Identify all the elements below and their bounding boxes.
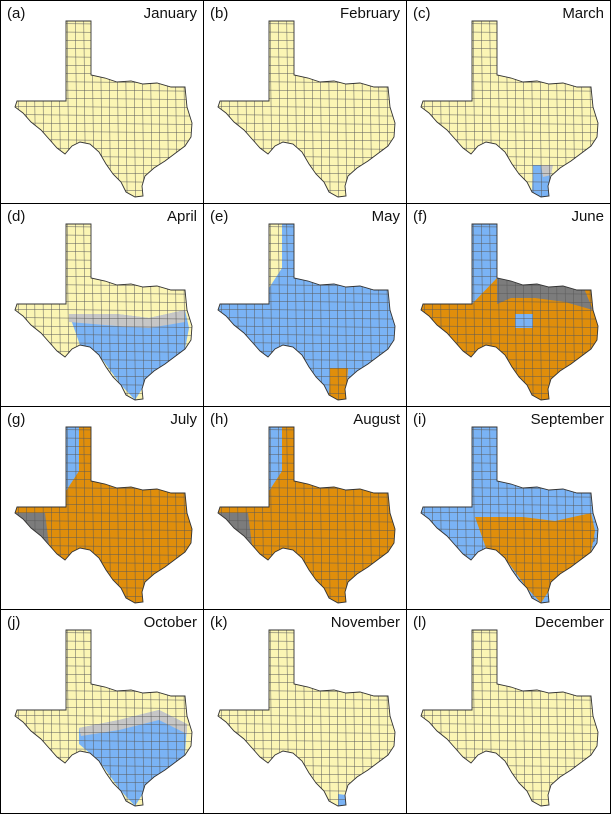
- texas-outline: [420, 426, 599, 604]
- map-panel-october: (j) October: [1, 610, 204, 813]
- month-title: February: [339, 5, 400, 22]
- panel-label: (g): [7, 411, 26, 428]
- map-panel-may: (e) May: [204, 204, 407, 407]
- region-yellow: [421, 630, 598, 806]
- texas-outline: [14, 20, 193, 198]
- panel-label: (k): [210, 614, 228, 631]
- month-title: November: [330, 614, 400, 631]
- texas-map: [217, 223, 396, 401]
- region-blue: [338, 794, 346, 806]
- texas-map: [14, 629, 193, 807]
- month-title: June: [571, 208, 604, 225]
- month-title: January: [143, 5, 197, 22]
- region-blue: [421, 427, 598, 603]
- map-panel-july: (g) July: [1, 407, 204, 610]
- month-title: December: [534, 614, 604, 631]
- texas-outline: [420, 223, 599, 401]
- map-panel-august: (h) August: [204, 407, 407, 610]
- texas-outline: [217, 20, 396, 198]
- panel-label: (b): [210, 5, 229, 22]
- panel-label: (h): [210, 411, 229, 428]
- region-orange: [421, 224, 598, 400]
- map-panel-april: (d) April: [1, 204, 204, 407]
- month-title: July: [170, 411, 197, 428]
- texas-outline: [217, 629, 396, 807]
- texas-outline: [14, 629, 193, 807]
- region-blue: [218, 224, 395, 400]
- texas-map: [14, 223, 193, 401]
- month-title: March: [562, 5, 604, 22]
- panel-label: (a): [7, 5, 26, 22]
- texas-map: [217, 629, 396, 807]
- texas-map: [14, 426, 193, 604]
- texas-map: [420, 426, 599, 604]
- texas-outline: [14, 426, 193, 604]
- panel-label: (e): [210, 208, 229, 225]
- region-light-gray: [69, 310, 185, 328]
- texas-outline: [217, 426, 396, 604]
- month-title: August: [353, 411, 400, 428]
- texas-outline: [217, 223, 396, 401]
- map-panel-february: (b) February: [204, 1, 407, 204]
- region-yellow: [15, 224, 192, 400]
- panel-label: (d): [7, 208, 26, 225]
- map-panel-january: (a) January: [1, 1, 204, 204]
- panel-label: (c): [413, 5, 431, 22]
- panel-label: (f): [413, 208, 428, 225]
- month-title: April: [166, 208, 197, 225]
- region-blue: [69, 310, 189, 400]
- texas-map: [420, 223, 599, 401]
- region-yellow: [421, 21, 598, 197]
- texas-outline: [420, 629, 599, 807]
- texas-outline: [420, 20, 599, 198]
- month-title: May: [371, 208, 400, 225]
- region-orange: [475, 513, 595, 603]
- month-title: October: [143, 614, 197, 631]
- texas-map: [14, 20, 193, 198]
- map-panel-march: (c) March: [407, 1, 610, 204]
- panel-label: (l): [413, 614, 427, 631]
- texas-outline: [14, 223, 193, 401]
- region-blue: [472, 224, 497, 304]
- region-yellow: [218, 630, 395, 806]
- map-panel-november: (k) November: [204, 610, 407, 813]
- month-title: September: [530, 411, 604, 428]
- region-yellow: [218, 21, 395, 197]
- texas-map: [217, 20, 396, 198]
- panel-label: (j): [7, 614, 21, 631]
- texas-map: [420, 20, 599, 198]
- map-panel-september: (i) September: [407, 407, 610, 610]
- region-orange: [329, 368, 348, 400]
- map-panel-december: (l) December: [407, 610, 610, 813]
- texas-map: [217, 426, 396, 604]
- region-yellow: [15, 21, 192, 197]
- texas-map: [420, 629, 599, 807]
- panel-label: (i): [413, 411, 427, 428]
- map-panel-june: (f) June: [407, 204, 610, 407]
